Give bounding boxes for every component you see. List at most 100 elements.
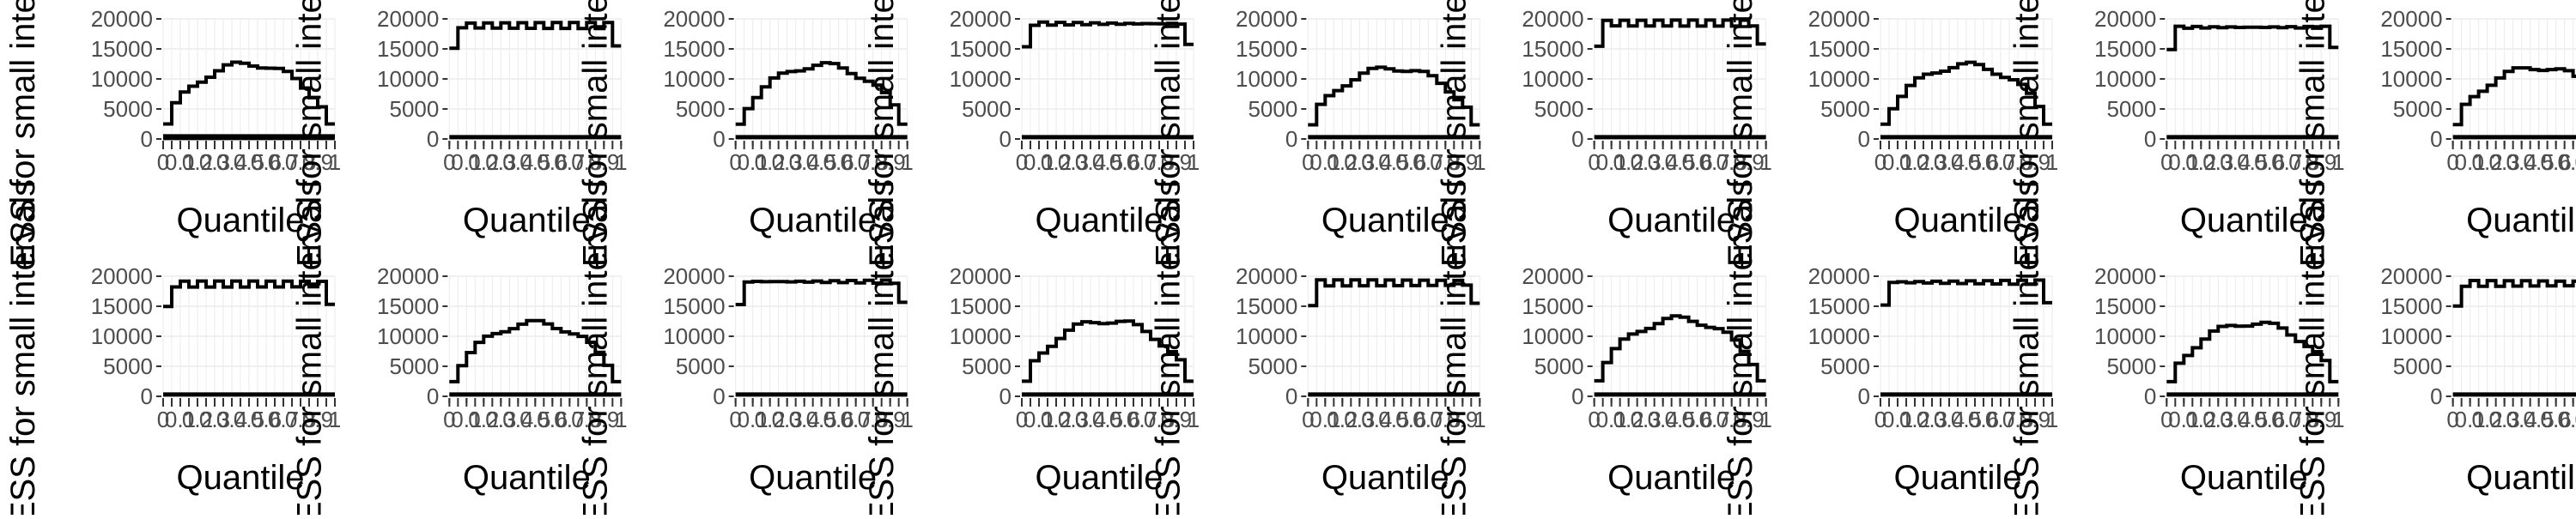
chart-panel: 0500010000150002000000.10.20.30.40.50.60… (577, 0, 914, 267)
chart-panel: 0500010000150002000000.10.20.30.40.50.60… (2008, 179, 2344, 519)
x-tick-label: 0 (1874, 407, 1886, 432)
x-tick-label: 0.1 (738, 407, 769, 432)
y-tick-label: 10000 (2094, 323, 2156, 349)
y-tick-label: 0 (427, 126, 439, 152)
chart-panel: 0500010000150002000000.10.20.30.40.50.60… (4, 0, 341, 267)
x-tick-label: 0.9 (1447, 407, 1478, 432)
y-tick-label: 0 (2144, 383, 2156, 409)
x-axis-label: Quantile (177, 202, 305, 239)
x-tick-label: 1 (901, 149, 913, 175)
y-tick-label: 20000 (663, 6, 725, 32)
x-axis-label: Quantile (1321, 202, 1449, 239)
y-tick-label: 20000 (950, 263, 1012, 289)
x-tick-label: 0.7 (268, 149, 299, 175)
x-tick-label: 0 (1874, 149, 1886, 175)
x-tick-label: 0.7 (554, 149, 585, 175)
y-tick-label: 15000 (950, 36, 1012, 62)
y-axis-label: ESS for small intervals (4, 0, 42, 267)
x-tick-label: 0.2 (1041, 149, 1072, 175)
x-tick-label: 0.8 (2575, 407, 2576, 432)
y-tick-label: 20000 (1808, 263, 1870, 289)
y-tick-label: 10000 (1808, 323, 1870, 349)
x-tick-label: 0.2 (182, 407, 213, 432)
x-tick-label: 0.7 (1985, 407, 2016, 432)
x-tick-label: 0.2 (182, 149, 213, 175)
y-axis-label: ESS for small intervals (1149, 0, 1187, 267)
x-tick-label: 0.9 (1734, 149, 1765, 175)
y-axis-label: ESS for small intervals (1722, 179, 1759, 515)
y-tick-label: 15000 (91, 36, 153, 62)
chart-panel: 0500010000150002000000.10.20.30.40.50.60… (1722, 179, 2058, 519)
x-tick-label: 0 (1016, 149, 1028, 175)
x-tick-label: 0.2 (1899, 407, 1930, 432)
series-ess-line (1308, 278, 1480, 308)
series-ess-line (1594, 314, 1766, 383)
series-ess-line (735, 278, 908, 306)
x-tick-label: 0.7 (1413, 407, 1443, 432)
x-tick-label: 0.5 (519, 149, 550, 175)
x-tick-label: 0.3 (2489, 149, 2520, 175)
x-tick-label: 0.5 (234, 149, 264, 175)
x-tick-label: 0.1 (2168, 149, 2199, 175)
y-tick-label: 15000 (950, 293, 1012, 319)
x-tick-label: 0.5 (519, 407, 550, 432)
x-tick-label: 0.8 (2288, 149, 2319, 175)
x-tick-label: 0.2 (1327, 407, 1358, 432)
series-ess-line (1308, 65, 1480, 127)
x-tick-label: 0.7 (841, 407, 872, 432)
x-tick-label: 1 (329, 149, 341, 175)
y-tick-label: 5000 (103, 96, 153, 122)
x-tick-label: 0.9 (588, 149, 619, 175)
x-tick-label: 0.6 (1109, 149, 1140, 175)
x-tick-label: 0 (1588, 149, 1600, 175)
x-tick-label: 1 (329, 407, 341, 432)
y-tick-label: 10000 (377, 66, 439, 92)
x-tick-label: 0.4 (502, 407, 533, 432)
x-tick-label: 0.5 (2237, 149, 2268, 175)
y-tick-label: 5000 (1534, 353, 1584, 379)
x-tick-label: 0.9 (875, 407, 906, 432)
y-tick-label: 20000 (950, 6, 1012, 32)
y-tick-label: 5000 (2106, 96, 2156, 122)
y-tick-label: 15000 (1808, 36, 1870, 62)
x-tick-label: 0.3 (485, 407, 516, 432)
y-tick-label: 15000 (1236, 36, 1297, 62)
y-axis-label: ESS for small intervals (2008, 179, 2045, 515)
y-tick-label: 15000 (377, 293, 439, 319)
x-tick-label: 0.4 (789, 149, 820, 175)
series-ess-line (1022, 319, 1194, 383)
x-tick-label: 0.5 (1092, 407, 1123, 432)
chart-panel: 0500010000150002000000.10.20.30.40.50.60… (2008, 0, 2344, 267)
x-tick-label: 0 (443, 407, 455, 432)
series-ess-line (1880, 60, 2052, 126)
y-tick-label: 15000 (2380, 36, 2442, 62)
y-axis-label: ESS for small intervals (1436, 0, 1473, 267)
y-tick-label: 0 (2430, 383, 2442, 409)
x-axis-label: Quantile (1035, 202, 1163, 239)
x-tick-label: 0.4 (502, 149, 533, 175)
y-axis-label: ESS for small intervals (577, 0, 615, 267)
x-tick-label: 0.2 (2472, 407, 2503, 432)
x-tick-label: 0.8 (1430, 149, 1461, 175)
x-tick-label: 0.1 (1596, 149, 1627, 175)
x-tick-label: 0.6 (823, 149, 854, 175)
x-tick-label: 0.4 (2220, 149, 2251, 175)
y-tick-label: 20000 (663, 263, 725, 289)
x-tick-label: 0.4 (2506, 407, 2537, 432)
y-tick-label: 0 (999, 126, 1012, 152)
y-tick-label: 0 (1285, 126, 1297, 152)
x-tick-label: 0.9 (588, 407, 619, 432)
y-tick-label: 5000 (1820, 353, 1870, 379)
x-tick-label: 0.3 (1344, 149, 1375, 175)
x-tick-label: 0.4 (1934, 407, 1965, 432)
series-ess-line (1022, 20, 1194, 49)
x-axis-label: Quantile (1893, 202, 2021, 239)
y-tick-label: 5000 (2393, 96, 2443, 122)
y-tick-label: 0 (2144, 126, 2156, 152)
series-ess-line (1594, 18, 1766, 48)
x-tick-label: 0.2 (755, 149, 786, 175)
x-tick-label: 0.4 (1075, 149, 1106, 175)
x-tick-label: 0.6 (1968, 149, 1999, 175)
